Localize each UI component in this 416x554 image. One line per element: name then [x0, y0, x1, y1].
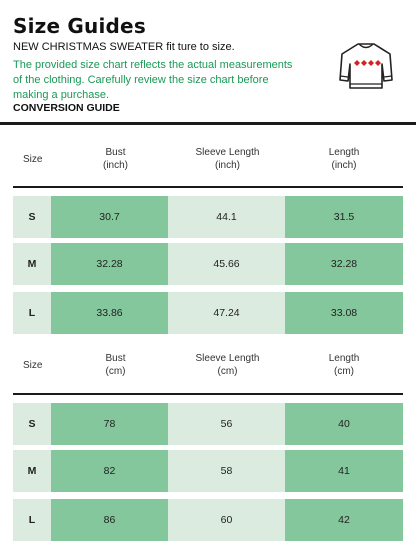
table-1-divider: [13, 186, 403, 188]
measurement-cell: 33.08: [285, 292, 403, 334]
table-row: L 33.86 47.24 33.08: [13, 292, 403, 334]
table-row: M 82 58 41: [13, 450, 403, 492]
measurement-cell: 78: [51, 403, 168, 445]
measurement-cell: 56: [168, 403, 285, 445]
measurement-cell: 41: [285, 450, 403, 492]
size-label-cell: L: [13, 499, 51, 541]
measurement-cell: 60: [168, 499, 285, 541]
table-2-header-bust: Bust (cm): [105, 353, 126, 377]
table-row: S 30.7 44.1 31.5: [13, 196, 403, 238]
header-divider: [0, 122, 416, 125]
page-title: Size Guides: [13, 14, 146, 38]
table-row: S 78 56 40: [13, 403, 403, 445]
size-label-cell: S: [13, 196, 51, 238]
table-1-header-bust: Bust (inch): [102, 147, 128, 171]
conversion-guide-label: CONVERSION GUIDE: [13, 102, 120, 114]
measurement-cell: 58: [168, 450, 285, 492]
table-1-header-size: Size: [23, 153, 43, 165]
measurement-cell: 44.1: [168, 196, 285, 238]
measurement-cell: 32.28: [285, 243, 403, 285]
table-2-header-sleeve-length: Sleeve Length (cm): [195, 353, 260, 377]
table-2-header-length: Length (cm): [328, 353, 360, 377]
size-label-cell: M: [13, 243, 51, 285]
table-row: L 86 60 42: [13, 499, 403, 541]
christmas-sweater-icon: [339, 43, 393, 89]
product-fit-note: NEW CHRISTMAS SWEATER fit ture to size.: [13, 41, 235, 53]
table-row: M 32.28 45.66 32.28: [13, 243, 403, 285]
measurement-cell: 82: [51, 450, 168, 492]
measurement-cell: 47.24: [168, 292, 285, 334]
measurement-cell: 30.7: [51, 196, 168, 238]
measurement-cell: 45.66: [168, 243, 285, 285]
table-2-header-size: Size: [23, 359, 43, 371]
measurement-cell: 31.5: [285, 196, 403, 238]
size-chart-disclaimer: The provided size chart reflects the act…: [13, 59, 293, 101]
size-label-cell: S: [13, 403, 51, 445]
measurement-cell: 86: [51, 499, 168, 541]
measurement-cell: 42: [285, 499, 403, 541]
table-1-header-sleeve-length: Sleeve Length (inch): [195, 147, 260, 171]
table-1-header-length: Length (inch): [328, 147, 360, 171]
size-label-cell: L: [13, 292, 51, 334]
measurement-cell: 40: [285, 403, 403, 445]
measurement-cell: 33.86: [51, 292, 168, 334]
size-label-cell: M: [13, 450, 51, 492]
table-2-divider: [13, 393, 403, 395]
measurement-cell: 32.28: [51, 243, 168, 285]
